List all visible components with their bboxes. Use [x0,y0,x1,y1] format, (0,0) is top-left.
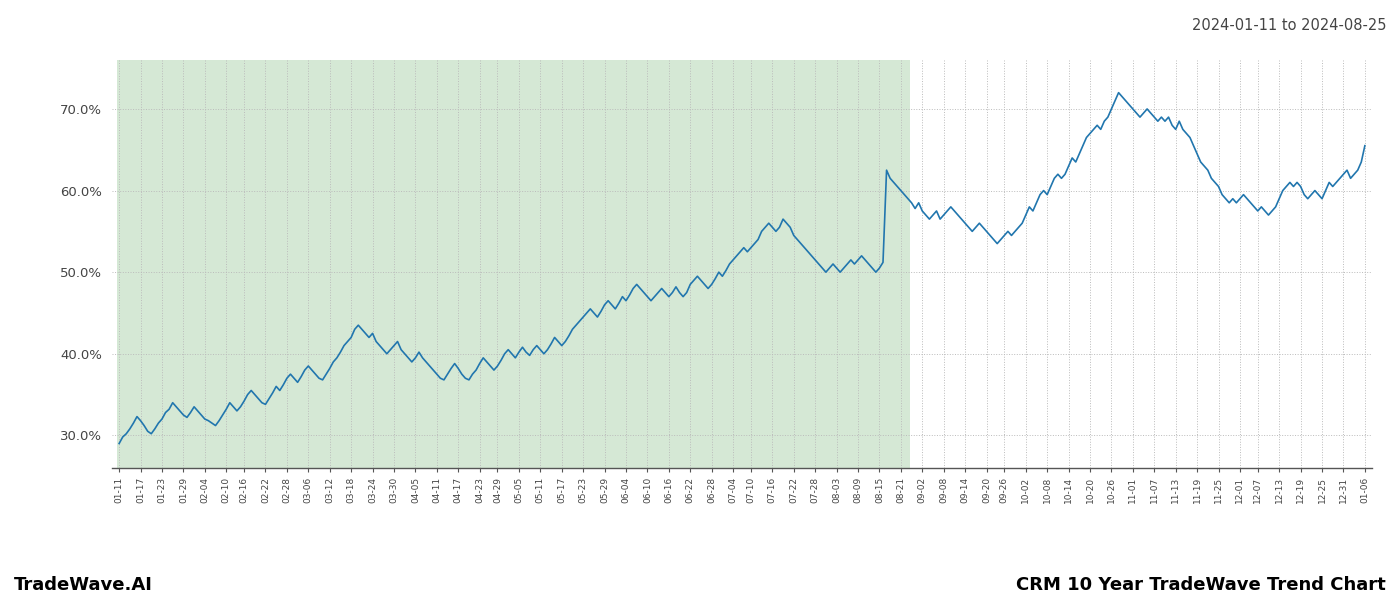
Text: 2024-01-11 to 2024-08-25: 2024-01-11 to 2024-08-25 [1191,18,1386,33]
Text: TradeWave.AI: TradeWave.AI [14,576,153,594]
Bar [118,60,910,468]
Text: CRM 10 Year TradeWave Trend Chart: CRM 10 Year TradeWave Trend Chart [1016,576,1386,594]
